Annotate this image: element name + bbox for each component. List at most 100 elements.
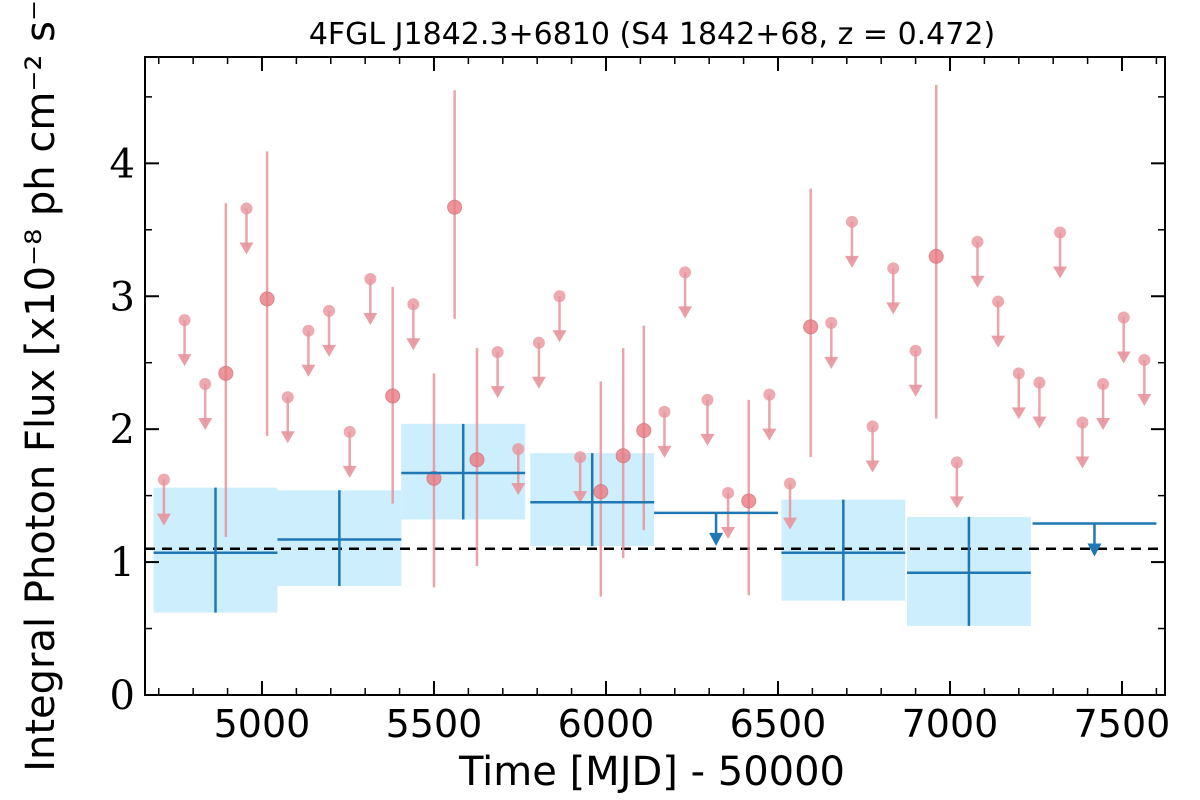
short-bin-ul-arrow-0: [156, 513, 171, 526]
x-tick-label-1: 5500: [386, 702, 483, 746]
short-bin-ul-point-26: [950, 456, 963, 469]
short-bin-ul-point-22: [845, 215, 858, 228]
short-bin-ul-arrow-10: [490, 386, 505, 399]
short-bin-ul-arrow-23: [865, 460, 880, 473]
short-bin-ul-point-30: [1033, 376, 1046, 389]
short-bin-point-8: [636, 422, 652, 438]
x-tick-label-0: 5000: [214, 702, 311, 746]
short-bin-ul-point-15: [658, 405, 671, 418]
short-bin-ul-arrow-8: [363, 312, 378, 325]
short-bin-ul-point-14: [574, 451, 587, 464]
short-bin-ul-point-5: [302, 324, 315, 337]
short-bin-ul-point-16: [679, 266, 692, 279]
y-tick-label-3: 3: [110, 274, 135, 320]
short-bin-ul-point-11: [512, 443, 525, 456]
short-bin-ul-point-20: [784, 477, 797, 490]
short-bin-ul-arrow-6: [322, 344, 337, 357]
short-bin-ul-arrow-16: [678, 306, 693, 319]
short-bin-point-4: [447, 199, 463, 215]
short-bin-ul-arrow-26: [949, 496, 964, 509]
short-bin-point-0: [218, 365, 234, 381]
short-bin-ul-point-0: [157, 473, 170, 486]
short-bin-ul-point-9: [407, 298, 420, 311]
short-bin-ul-point-19: [763, 388, 776, 401]
short-bin-ul-arrow-3: [239, 242, 254, 255]
short-bin-ul-point-21: [825, 316, 838, 329]
short-bin-ul-point-2: [199, 377, 212, 390]
short-bin-point-2: [385, 388, 401, 404]
short-bin-ul-arrow-18: [721, 526, 736, 539]
short-bin-ul-arrow-13: [552, 330, 567, 343]
short-bin-ul-point-35: [1138, 354, 1151, 367]
short-bin-ul-point-27: [971, 235, 984, 248]
y-tick-label-4: 4: [110, 141, 135, 187]
short-bin-ul-arrow-25: [908, 384, 923, 397]
long-bin-ul-arrow-4: [709, 532, 724, 546]
short-bin-ul-arrow-2: [198, 417, 213, 430]
short-bin-point-11: [928, 248, 944, 264]
plot-frame: [144, 56, 1166, 696]
short-bin-point-10: [803, 319, 819, 335]
short-bin-ul-arrow-31: [1053, 266, 1068, 279]
short-bin-ul-point-12: [532, 336, 545, 349]
short-bin-ul-point-24: [887, 262, 900, 275]
short-bin-point-6: [593, 484, 609, 500]
short-bin-ul-arrow-28: [991, 335, 1006, 348]
short-bin-ul-point-8: [364, 272, 377, 285]
long-bin-ul-arrow-7: [1087, 543, 1102, 557]
short-bin-ul-arrow-4: [280, 431, 295, 444]
short-bin-ul-arrow-35: [1137, 394, 1152, 407]
short-bin-ul-arrow-14: [573, 491, 588, 504]
short-bin-point-7: [615, 448, 631, 464]
x-tick-label-5: 7500: [1074, 702, 1171, 746]
short-bin-ul-point-34: [1117, 311, 1130, 324]
y-tick-label-2: 2: [110, 407, 135, 453]
short-bin-ul-arrow-11: [511, 483, 526, 496]
short-bin-ul-arrow-19: [762, 428, 777, 441]
long-bin-series: [153, 423, 1157, 626]
short-bin-ul-point-31: [1054, 226, 1067, 239]
x-tick-label-2: 6000: [558, 702, 655, 746]
short-bin-ul-arrow-22: [844, 255, 859, 268]
short-bin-point-9: [741, 493, 757, 509]
short-bin-ul-arrow-20: [783, 517, 798, 530]
short-bin-ul-point-7: [343, 425, 356, 438]
short-bin-ul-arrow-27: [970, 275, 985, 288]
short-bin-ul-point-6: [323, 304, 336, 317]
short-bin-ul-point-3: [240, 202, 253, 215]
short-bin-ul-arrow-5: [301, 364, 316, 377]
short-bin-ul-point-23: [866, 420, 879, 433]
short-bin-ul-point-17: [701, 393, 714, 406]
short-bin-ul-point-18: [722, 486, 735, 499]
short-bin-ul-point-29: [1012, 367, 1025, 380]
short-bin-ul-arrow-21: [824, 356, 839, 369]
y-tick-labels: 0 1 2 3 4: [110, 141, 135, 719]
chart-title: 4FGL J1842.3+6810 (S4 1842+68, z = 0.472…: [309, 17, 995, 52]
y-tick-label-0: 0: [110, 673, 135, 719]
short-bin-ul-arrow-24: [886, 302, 901, 315]
short-bin-point-1: [259, 291, 275, 307]
short-bin-ul-point-25: [909, 344, 922, 357]
short-bin-point-3: [426, 470, 442, 486]
short-bin-ul-arrow-32: [1075, 456, 1090, 469]
short-bin-ul-arrow-12: [531, 376, 546, 389]
x-axis-label: Time [MJD] - 50000: [458, 749, 845, 795]
short-bin-point-5: [469, 452, 485, 468]
short-bin-series: [156, 84, 1152, 597]
short-bin-ul-arrow-33: [1096, 417, 1111, 430]
short-bin-ul-arrow-7: [342, 465, 357, 478]
axis-ticks: [145, 57, 1165, 696]
y-axis-label: Integral Photon Flux [x10⁻⁸ ph cm⁻² s⁻¹]: [18, 0, 64, 772]
short-bin-ul-point-1: [178, 314, 191, 327]
x-tick-label-4: 7000: [902, 702, 999, 746]
short-bin-ul-arrow-15: [657, 445, 672, 458]
x-tick-labels: 5000 5500 6000 6500 7000 7500: [214, 702, 1171, 746]
y-tick-label-1: 1: [110, 540, 135, 586]
short-bin-ul-point-32: [1076, 416, 1089, 429]
short-bin-ul-arrow-1: [177, 354, 192, 367]
short-bin-ul-arrow-34: [1116, 351, 1131, 364]
short-bin-ul-arrow-29: [1011, 407, 1026, 420]
short-bin-ul-arrow-17: [700, 433, 715, 446]
short-bin-ul-point-13: [553, 290, 566, 303]
